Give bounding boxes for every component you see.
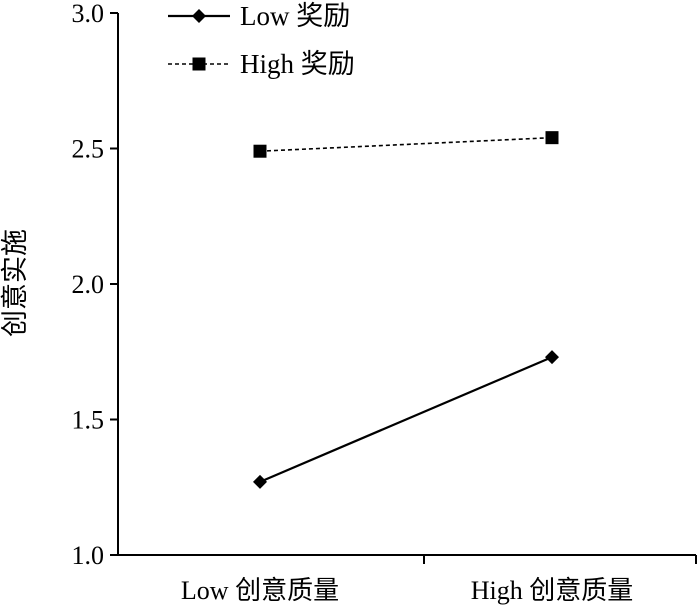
series-1 bbox=[253, 131, 559, 158]
y-axis-title: 创意实施 bbox=[0, 229, 30, 337]
series-point bbox=[545, 131, 559, 145]
legend-label: Low 奖励 bbox=[240, 1, 350, 31]
series-point bbox=[545, 350, 559, 365]
series-layer bbox=[253, 131, 559, 489]
x-tick-label: High 创意质量 bbox=[471, 576, 634, 605]
y-tick-label: 2.5 bbox=[72, 135, 105, 164]
legend-item: High 奖励 bbox=[168, 49, 355, 79]
y-tick-label: 1.0 bbox=[72, 541, 105, 570]
series-line bbox=[259, 136, 553, 153]
series-line bbox=[259, 356, 553, 483]
legend-marker bbox=[192, 57, 206, 71]
series-point bbox=[253, 144, 267, 158]
legend-marker bbox=[192, 9, 206, 23]
axes bbox=[117, 13, 696, 556]
y-tick-label: 3.0 bbox=[72, 0, 105, 28]
x-tick-label: Low 创意质量 bbox=[181, 576, 339, 605]
legend: Low 奖励 High 奖励 bbox=[168, 1, 355, 79]
legend-label: High 奖励 bbox=[240, 49, 355, 79]
y-tick-label: 1.5 bbox=[72, 406, 105, 435]
series-0 bbox=[253, 350, 559, 489]
legend-item: Low 奖励 bbox=[168, 1, 350, 31]
series-point bbox=[253, 474, 267, 489]
x-ticks: Low 创意质量 High 创意质量 bbox=[181, 555, 697, 605]
y-ticks: 1.0 1.5 2.0 2.5 3.0 bbox=[72, 0, 118, 570]
y-tick-label: 2.0 bbox=[72, 270, 105, 299]
